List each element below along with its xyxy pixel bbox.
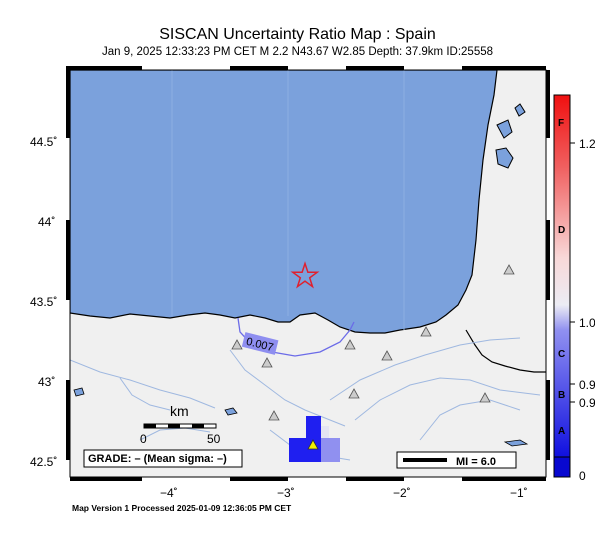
colorbar-tick-label: 0.9 xyxy=(579,396,595,410)
colorbar-grade-letter: D xyxy=(558,225,565,236)
footer-note: Map Version 1 Processed 2025-01-09 12:36… xyxy=(72,503,292,513)
lat-tick-label: 43.5˚ xyxy=(30,295,57,309)
map-title: SISCAN Uncertainty Ratio Map : Spain xyxy=(159,26,436,43)
station-icon xyxy=(381,350,393,361)
grade-text: GRADE: – (Mean sigma: –) xyxy=(88,453,227,465)
colorbar-grade-letter: B xyxy=(558,390,565,401)
station-icon xyxy=(348,388,360,399)
scale-max-label: 50 xyxy=(207,432,221,446)
colorbar xyxy=(553,94,571,458)
station-icon xyxy=(261,357,273,368)
uncertainty-cell xyxy=(289,438,306,462)
colorbar-tick-label: 0 xyxy=(579,469,586,483)
river xyxy=(419,399,521,441)
lon-tick-label: −4˚ xyxy=(160,486,178,500)
lake xyxy=(73,387,85,397)
colorbar-grade-letter: F xyxy=(558,118,564,129)
lon-tick-label: −1˚ xyxy=(510,486,528,500)
lat-tick-label: 43˚ xyxy=(38,375,55,389)
river xyxy=(229,349,346,427)
island xyxy=(514,103,526,117)
river xyxy=(329,337,521,401)
lake xyxy=(224,407,238,416)
lon-tick-label: −2˚ xyxy=(393,486,411,500)
colorbar-tick-label: 0.9 xyxy=(579,378,595,392)
lake xyxy=(503,439,529,447)
station-icon xyxy=(344,339,356,350)
island xyxy=(496,119,513,139)
uncertainty-cell xyxy=(306,416,321,462)
grade-box xyxy=(83,449,243,468)
station-icon xyxy=(479,392,491,403)
colorbar-grade-letter: C xyxy=(558,349,565,360)
uncertainty-cell xyxy=(321,438,340,462)
station-icon xyxy=(268,410,280,421)
scale-bar: km 0 50 xyxy=(140,403,221,446)
lat-tick-label: 44˚ xyxy=(38,215,55,229)
border-line xyxy=(465,329,546,373)
station-highlight-icon xyxy=(307,439,319,450)
colorbar-tick-label: 1.2 xyxy=(579,137,595,151)
sea-area xyxy=(70,70,498,334)
frame-ticks xyxy=(66,66,550,481)
island xyxy=(495,147,514,169)
station-icon xyxy=(231,339,243,350)
mi-legend-text: MI = 6.0 xyxy=(456,456,496,468)
scale-min-label: 0 xyxy=(140,432,147,446)
uncertainty-cell xyxy=(321,426,329,438)
scale-unit: km xyxy=(170,403,189,419)
lat-tick-label: 44.5˚ xyxy=(30,135,57,149)
river xyxy=(119,377,171,411)
station-icon xyxy=(420,326,432,337)
colorbar-min-swatch xyxy=(553,456,571,478)
lat-tick-label: 42.5˚ xyxy=(30,455,57,469)
lon-tick-label: −3˚ xyxy=(277,486,295,500)
colorbar-ticks xyxy=(570,142,575,403)
event-subtitle: Jan 9, 2025 12:33:23 PM CET M 2.2 N43.67… xyxy=(101,46,494,58)
colorbar-grade-letter: A xyxy=(558,426,565,437)
river xyxy=(354,377,541,421)
river xyxy=(70,359,216,409)
uncertainty-contour xyxy=(237,317,355,357)
mi-legend-line xyxy=(403,458,447,462)
station-icon xyxy=(503,264,515,275)
river xyxy=(139,427,211,441)
mi-legend-box xyxy=(396,451,517,469)
epicenter-star-icon xyxy=(290,261,320,289)
colorbar-tick-label: 1.0 xyxy=(579,316,595,330)
